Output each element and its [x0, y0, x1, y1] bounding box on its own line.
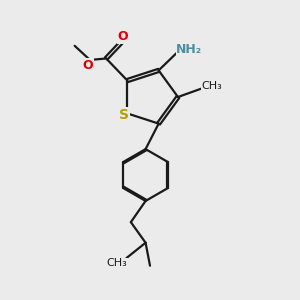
Text: CH₃: CH₃: [202, 81, 223, 92]
Text: O: O: [118, 31, 128, 44]
Text: NH₂: NH₂: [176, 43, 202, 56]
Text: O: O: [82, 59, 93, 72]
Text: S: S: [119, 108, 129, 122]
Text: CH₃: CH₃: [106, 258, 128, 268]
